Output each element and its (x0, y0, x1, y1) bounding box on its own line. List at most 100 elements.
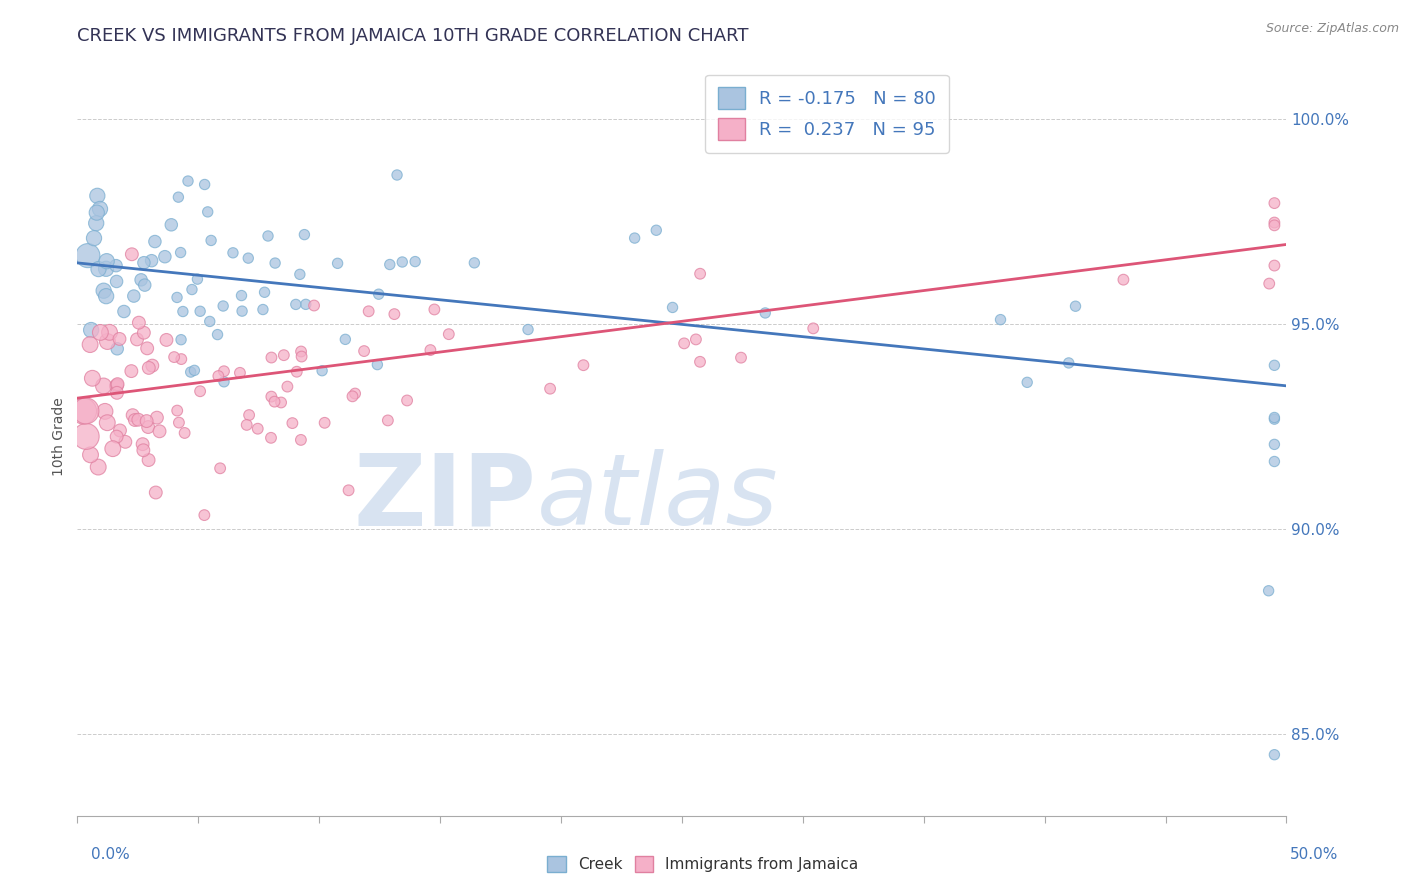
Point (82, 371, 104, 385)
Point (290, 344, 312, 359)
Point (98, 326, 121, 340)
Point (197, 205, 219, 219)
Point (125, 332, 148, 346)
Point (89, 202, 111, 216)
Point (94, 404, 117, 418)
Point (1263, 747, 1285, 762)
Point (141, 253, 163, 268)
Point (124, 413, 146, 427)
Point (257, 229, 280, 244)
Point (517, 322, 540, 336)
Point (86, 189, 108, 203)
Point (83, 231, 105, 245)
Point (238, 408, 260, 422)
Point (273, 348, 295, 362)
Point (112, 304, 135, 318)
Legend: Creek, Immigrants from Jamaica: Creek, Immigrants from Jamaica (540, 848, 866, 880)
Point (253, 285, 276, 300)
Point (366, 358, 388, 372)
Point (163, 350, 186, 364)
Point (538, 382, 561, 396)
Point (145, 485, 167, 500)
Point (730, 351, 752, 365)
Point (212, 364, 235, 378)
Point (260, 390, 283, 404)
Point (94, 289, 117, 303)
Point (138, 360, 160, 375)
Point (990, 312, 1012, 326)
Point (689, 267, 711, 281)
Point (79, 337, 101, 351)
Point (264, 256, 287, 270)
Point (75, 429, 97, 443)
Point (167, 416, 190, 430)
Point (437, 327, 460, 342)
Point (160, 218, 183, 232)
Point (1263, 219, 1285, 233)
Point (326, 256, 349, 270)
Point (84, 216, 107, 230)
Point (77, 249, 100, 263)
Point (105, 259, 128, 273)
Point (79, 448, 101, 462)
Point (94, 261, 117, 276)
Point (132, 326, 155, 340)
Point (93, 284, 115, 298)
Point (246, 422, 269, 436)
Point (270, 395, 292, 409)
Point (105, 429, 128, 443)
Point (87, 460, 110, 475)
Point (1064, 299, 1087, 313)
Point (170, 352, 193, 367)
Point (423, 302, 446, 317)
Point (1017, 376, 1039, 390)
Point (136, 342, 159, 356)
Point (290, 433, 312, 447)
Point (391, 255, 413, 269)
Point (127, 413, 149, 427)
Point (382, 307, 405, 321)
Point (86, 205, 108, 219)
Point (207, 369, 229, 384)
Point (75, 404, 97, 418)
Point (166, 403, 188, 417)
Point (198, 314, 221, 328)
Point (1112, 273, 1135, 287)
Point (114, 434, 136, 449)
Text: ZIP: ZIP (354, 450, 537, 546)
Point (311, 364, 333, 378)
Point (105, 275, 128, 289)
Point (172, 304, 194, 318)
Point (212, 375, 235, 389)
Text: 50.0%: 50.0% (1291, 847, 1339, 862)
Point (377, 413, 399, 427)
Point (1263, 359, 1285, 373)
Point (291, 350, 314, 364)
Point (200, 234, 222, 248)
Point (167, 190, 190, 204)
Point (146, 410, 169, 425)
Point (194, 178, 217, 192)
Point (153, 250, 176, 264)
Point (143, 235, 166, 249)
Point (673, 336, 696, 351)
Point (101, 442, 124, 456)
Point (1258, 277, 1281, 291)
Point (801, 321, 824, 335)
Point (180, 365, 202, 379)
Point (132, 256, 155, 270)
Point (122, 289, 145, 303)
Point (121, 247, 143, 261)
Point (141, 359, 163, 373)
Point (108, 424, 131, 438)
Point (207, 327, 229, 342)
Point (396, 393, 419, 408)
Point (148, 425, 170, 439)
Point (136, 420, 159, 434)
Point (183, 363, 205, 377)
Point (231, 288, 253, 302)
Point (72, 404, 94, 418)
Point (1263, 410, 1285, 425)
Point (231, 304, 253, 318)
Point (335, 332, 357, 346)
